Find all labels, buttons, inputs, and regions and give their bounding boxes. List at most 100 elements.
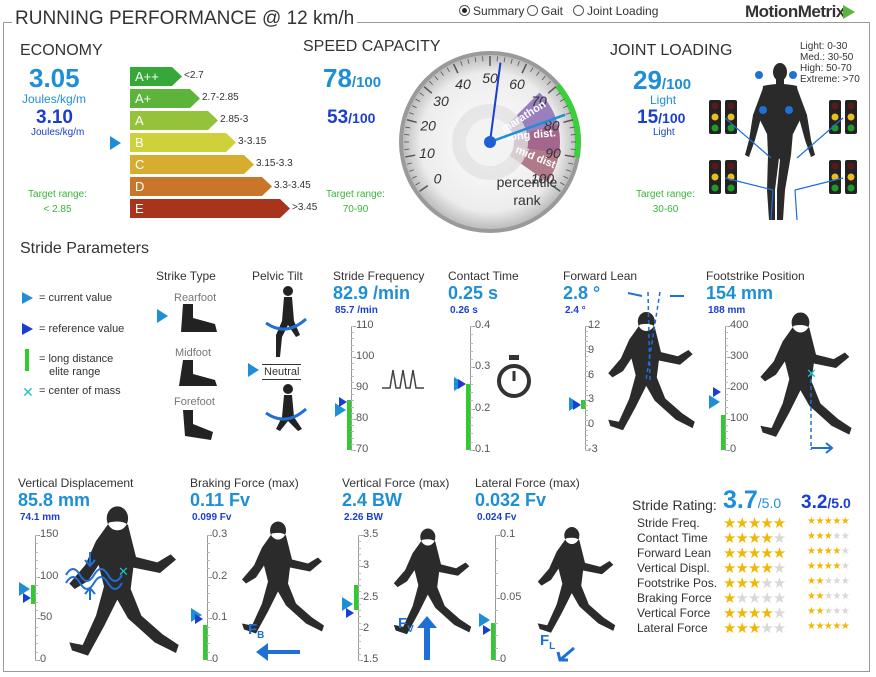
grade-range-label: 2.7-2.85 [202, 92, 239, 103]
gauge-minor-tick [207, 535, 210, 536]
gauge-tick-label: 0.4 [475, 319, 491, 331]
gauge-minor-tick [207, 568, 210, 570]
gauge-tick [428, 80, 434, 86]
gauge-minor-tick [35, 551, 38, 553]
gauge-minor-tick [35, 593, 38, 595]
gauge-minor-tick [585, 430, 588, 432]
gauge-tick [569, 126, 575, 129]
gauge-minor-tick [207, 651, 210, 653]
gauge-minor-tick [207, 635, 210, 636]
gauge-reference-freq: 85.7 /min [335, 305, 378, 316]
joint-connector [724, 177, 774, 191]
reference-stars-icon: ★★★★★ [807, 531, 850, 542]
pelvic-tilt-value: Neutral [262, 364, 302, 380]
rating-row-name: Lateral Force [637, 621, 708, 635]
gauge-tick-label: 0 [40, 653, 47, 665]
gauge-reference-marker-icon [573, 400, 581, 411]
gauge-tick-label: 90 [545, 145, 561, 161]
grade-range-label: 3.3-3.45 [274, 180, 311, 191]
current-value-icon [22, 292, 33, 304]
current-stars-icon: ★★★★★ [723, 575, 786, 592]
gauge-minor-tick [358, 591, 361, 593]
gauge-tick [503, 57, 506, 63]
gauge-current-marker-icon [19, 581, 30, 596]
gauge-title-vdisp: Vertical Displacement [18, 476, 134, 490]
strike-type-title: Strike Type [156, 269, 216, 283]
joint-header: JOINT LOADING [610, 42, 733, 59]
gauge-tick-label: -3 [588, 443, 598, 455]
gauge-tick [405, 154, 416, 158]
runner-forward-lean [608, 311, 695, 431]
reference-stars-icon: ★★★★★ [807, 621, 850, 632]
gauge-tick-label: 0.1 [500, 528, 516, 540]
reference-value-icon [22, 323, 33, 335]
gauge-minor-tick [585, 415, 588, 417]
grade-bar-e: E [130, 199, 290, 218]
gauge-tick-label: 70 [531, 93, 547, 109]
strike-current-marker-icon [157, 309, 168, 323]
elite-range-bar [581, 400, 585, 410]
gauge-minor-tick [351, 381, 354, 383]
economy-current: 3.05 [29, 63, 80, 93]
radio-summary[interactable]: Summary [459, 4, 524, 18]
gauge-minor-tick [585, 385, 588, 387]
joint-load-legend: Light: 0-30 Med.: 30-50 High: 50-70 Extreme… [800, 41, 860, 85]
gauge-minor-tick [585, 335, 588, 337]
gauge-tick-label: 2 [363, 621, 370, 634]
gauge-tick [536, 71, 540, 76]
gauge-tick [565, 112, 571, 115]
runner-silhouette-icon [69, 506, 179, 656]
gauge-current-marker-icon [335, 403, 346, 418]
gauge-minor-tick [207, 660, 210, 661]
radio-gait[interactable]: Gait [527, 4, 563, 18]
gauge-tick-label: 3 [363, 559, 370, 572]
current-stars-icon: ★★★★★ [723, 515, 786, 532]
gauge-tick-label: 150 [40, 528, 59, 540]
rating-row: Forward Lean ★★★★★ ★★★★★ [637, 545, 867, 562]
gauge-reference-lforce: 0.024 Fv [477, 512, 517, 523]
gauge-tick-label: 100 [356, 350, 375, 362]
gauge-title-footstrike: Footstrike Position [706, 269, 805, 283]
gauge-minor-tick [358, 635, 361, 636]
gauge-minor-tick [358, 610, 361, 611]
runner-footstrike [760, 312, 852, 437]
radio-joint-loading[interactable]: Joint Loading [573, 4, 658, 18]
gauge-tick-label: 60 [509, 76, 525, 92]
speed-current: 78/100 [323, 63, 382, 93]
gauge-minor-tick [495, 635, 498, 636]
reference-needle [489, 62, 502, 143]
joint-connector [770, 189, 774, 221]
gauge-tick [510, 58, 513, 64]
gauge-minor-tick [207, 543, 210, 545]
gauge-axis [207, 535, 208, 660]
grade-range-label: 3-3.15 [238, 136, 267, 147]
gauge-tick [568, 162, 574, 165]
gauge-tick-label: 40 [455, 76, 471, 92]
speed-header: SPEED CAPACITY [303, 38, 441, 55]
gauge-minor-tick [351, 369, 354, 371]
joint-connector [724, 117, 772, 159]
grade-bar-a++: A++ [130, 67, 182, 86]
joint-current-label: Light [650, 93, 677, 107]
gauge-minor-tick [358, 578, 361, 580]
gauge-minor-tick [351, 450, 354, 451]
gauge-minor-tick [358, 628, 361, 630]
gauge-minor-tick [470, 359, 473, 361]
joint-marker-icon [789, 71, 797, 79]
gauge-tick [517, 61, 520, 67]
joint-connector [794, 177, 844, 191]
gauge-tick-label: 12 [588, 319, 601, 331]
gauge-minor-tick [207, 576, 210, 578]
gauge-minor-tick [358, 660, 361, 661]
gauge-minor-tick [725, 400, 728, 402]
gauge-tick-label: 0.2 [475, 401, 491, 414]
gauge-minor-tick [585, 425, 588, 427]
gauge-minor-tick [725, 332, 728, 334]
gauge-tick-label: 200 [730, 381, 749, 393]
gauge-reference-marker-icon [339, 396, 347, 407]
gauge-minor-tick [585, 330, 588, 332]
rating-row-name: Forward Lean [637, 546, 712, 560]
grade-bar-b: B [130, 133, 236, 152]
gauge-tick [406, 119, 417, 124]
